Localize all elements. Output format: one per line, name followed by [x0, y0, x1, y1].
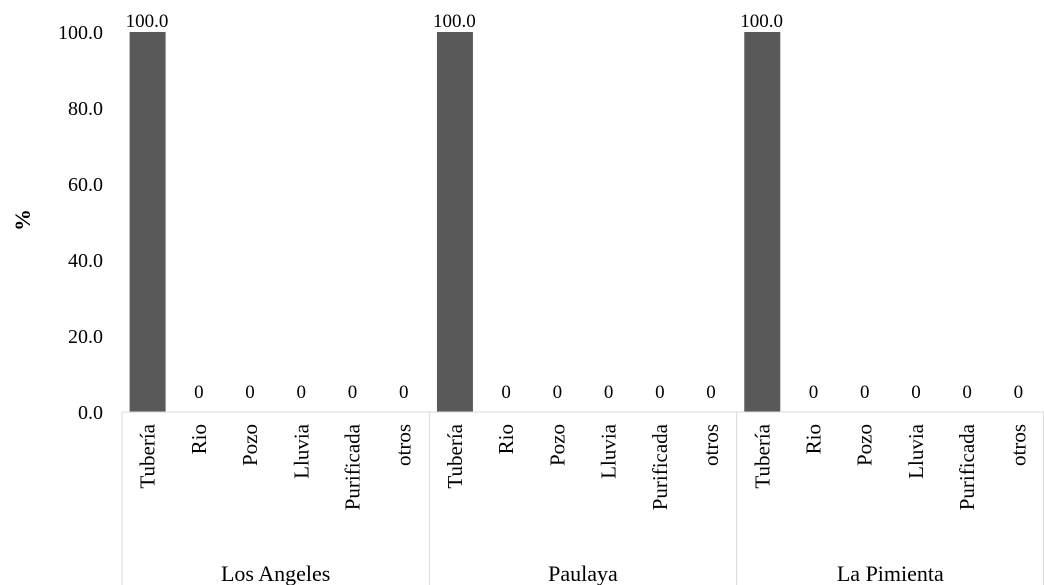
- x-tick-label: Lluvia: [289, 423, 313, 478]
- y-tick-label: 40.0: [68, 250, 103, 272]
- x-tick-label: otros: [392, 424, 416, 466]
- data-label: 0: [399, 382, 409, 403]
- data-label: 0: [911, 382, 921, 403]
- x-tick-label: Purificada: [341, 423, 365, 510]
- bar: [436, 32, 473, 412]
- x-tick-label: Purificada: [648, 423, 672, 510]
- data-label: 0: [297, 382, 307, 403]
- data-label: 0: [604, 382, 614, 403]
- x-tick-label: otros: [699, 424, 723, 466]
- y-tick-label: 20.0: [68, 326, 103, 348]
- data-label: 0: [706, 382, 716, 403]
- x-tick-label: Pozo: [238, 424, 262, 466]
- x-axis: Tubería Rio Pozo Lluvia Purificada otros Los A…: [121, 411, 1044, 585]
- data-label: 0: [553, 382, 563, 403]
- x-tick-label: Rio: [187, 424, 211, 454]
- group-label: La Pimienta: [837, 561, 944, 585]
- x-tick-label: Tubería: [750, 423, 774, 488]
- x-tick-label: Pozo: [545, 424, 569, 466]
- data-label: 0: [860, 382, 870, 403]
- data-label: 0: [501, 382, 511, 403]
- x-tick-label: Tubería: [443, 423, 467, 488]
- data-labels: 100.0 0 0 0 0 0 100.0 0 0 0 0 0 100.0 0 0 0 0 0: [126, 11, 1024, 403]
- x-tick-label: Rio: [802, 424, 826, 454]
- data-label: 0: [245, 382, 255, 403]
- y-tick-label: 60.0: [68, 174, 103, 196]
- x-tick-label: Lluvia: [597, 423, 621, 478]
- x-tick-label: Pozo: [853, 424, 877, 466]
- bar: [129, 32, 166, 412]
- y-axis-title: %: [10, 209, 35, 231]
- y-axis: 0.0 20.0 40.0 60.0 80.0 100.0: [58, 22, 103, 424]
- group-label: Paulaya: [548, 561, 618, 585]
- data-label: 0: [962, 382, 972, 403]
- data-label: 100.0: [740, 11, 783, 32]
- data-label: 0: [1014, 382, 1024, 403]
- y-tick-label: 100.0: [58, 22, 103, 44]
- data-label: 0: [348, 382, 358, 403]
- bars: [129, 32, 781, 412]
- data-label: 0: [194, 382, 204, 403]
- x-tick-label: otros: [1006, 424, 1030, 466]
- y-tick-label: 0.0: [78, 402, 103, 424]
- x-tick-label: Tubería: [136, 423, 160, 488]
- bar: [744, 32, 781, 412]
- data-label: 0: [809, 382, 819, 403]
- x-tick-label: Purificada: [955, 423, 979, 510]
- x-tick-label: Lluvia: [904, 423, 928, 478]
- data-label: 0: [655, 382, 665, 403]
- x-tick-label: Rio: [494, 424, 518, 454]
- y-tick-label: 80.0: [68, 98, 103, 120]
- group-label: Los Angeles: [221, 561, 330, 585]
- data-label: 100.0: [126, 11, 169, 32]
- data-label: 100.0: [433, 11, 476, 32]
